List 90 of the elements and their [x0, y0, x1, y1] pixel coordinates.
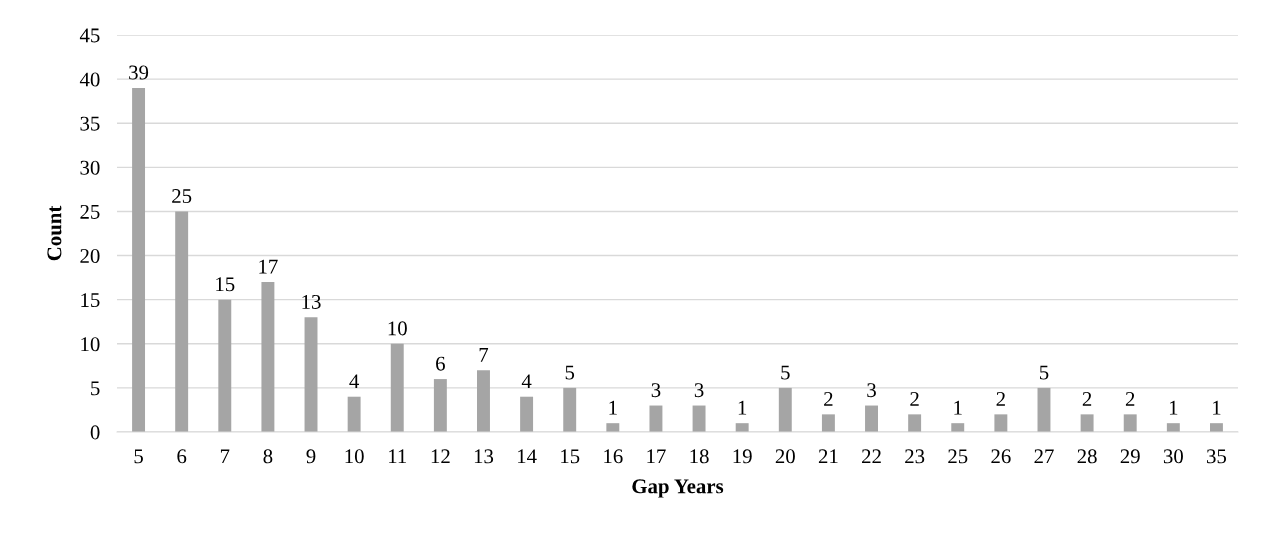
bar — [304, 317, 318, 432]
data-label: 7 — [479, 348, 489, 362]
bar — [1123, 414, 1137, 432]
bar — [433, 379, 447, 432]
data-label: 2 — [910, 391, 919, 406]
x-tick-label: 21 — [818, 449, 838, 464]
bar — [1209, 423, 1223, 432]
bar — [821, 414, 835, 432]
data-label: 1 — [1169, 400, 1178, 415]
data-label: 15 — [216, 277, 235, 292]
x-axis-title: Gap Years — [632, 479, 724, 498]
x-tick-label: 13 — [474, 449, 494, 464]
bar — [735, 423, 749, 432]
x-tick-label: 27 — [1034, 449, 1054, 464]
y-tick-label: 45 — [79, 28, 100, 43]
x-tick-label: 17 — [647, 449, 666, 464]
bar — [563, 387, 577, 432]
bar — [390, 343, 404, 432]
x-tick-label: 10 — [345, 449, 364, 464]
x-tick-label: 28 — [1077, 449, 1097, 464]
x-tick-label: 15 — [561, 449, 580, 464]
x-tick-label: 14 — [518, 449, 537, 464]
data-label: 1 — [609, 400, 617, 415]
data-label: 13 — [302, 294, 321, 309]
data-label: 5 — [781, 365, 790, 380]
bar — [1166, 423, 1180, 432]
x-tick-label: 7 — [220, 449, 230, 464]
data-label: 2 — [824, 391, 833, 406]
x-tick-label: 6 — [177, 449, 187, 464]
x-tick-label: 16 — [604, 449, 623, 464]
bar — [218, 299, 232, 432]
x-tick-label: 23 — [905, 449, 925, 464]
x-tick-label: 20 — [775, 449, 795, 464]
bar — [778, 387, 792, 432]
data-label: 5 — [1039, 365, 1049, 380]
x-tick-label: 11 — [389, 449, 407, 464]
bar — [132, 87, 146, 432]
x-tick-label: 8 — [263, 449, 273, 464]
y-tick-label: 0 — [90, 425, 100, 440]
x-tick-label: 9 — [306, 449, 316, 464]
bar — [1037, 387, 1051, 432]
data-label: 2 — [996, 391, 1005, 406]
bar — [347, 396, 361, 432]
bar — [1080, 414, 1094, 432]
data-label: 3 — [651, 383, 661, 398]
x-tick-label: 5 — [134, 449, 143, 464]
bar — [649, 405, 663, 432]
x-tick-label: 19 — [733, 449, 752, 464]
data-label: 1 — [1213, 400, 1221, 415]
y-tick-label: 15 — [81, 293, 100, 308]
bar — [477, 370, 490, 432]
data-label: 4 — [521, 374, 532, 389]
y-tick-label: 10 — [81, 337, 100, 352]
data-label: 3 — [694, 383, 704, 398]
data-label: 39 — [129, 65, 149, 80]
x-tick-label: 25 — [948, 449, 968, 464]
data-label: 10 — [388, 321, 407, 336]
data-label: 5 — [565, 365, 575, 380]
bar — [692, 405, 706, 432]
y-tick-label: 35 — [80, 116, 100, 131]
data-label: 1 — [954, 400, 962, 415]
bar — [908, 414, 922, 432]
y-tick-label: 20 — [80, 248, 100, 263]
x-tick-label: 30 — [1163, 449, 1183, 464]
x-tick-label: 26 — [991, 449, 1011, 464]
x-tick-label: 35 — [1207, 449, 1227, 464]
bar — [520, 396, 534, 432]
data-label: 6 — [436, 356, 445, 371]
bar — [175, 211, 189, 432]
bar — [865, 405, 878, 432]
x-tick-label: 22 — [862, 449, 881, 464]
data-label: 2 — [1125, 391, 1135, 406]
x-tick-label: 12 — [431, 449, 450, 464]
y-tick-label: 25 — [80, 204, 100, 219]
data-label: 17 — [259, 259, 278, 274]
y-axis-title: Count — [47, 205, 62, 261]
x-tick-label: 29 — [1120, 449, 1140, 464]
bar — [951, 423, 965, 432]
bar — [261, 282, 275, 432]
bar — [994, 414, 1008, 432]
data-label: 25 — [172, 189, 192, 204]
data-label: 3 — [867, 383, 876, 398]
data-label: 1 — [738, 400, 747, 415]
y-tick-label: 40 — [79, 72, 100, 87]
y-tick-label: 5 — [91, 381, 100, 396]
data-label: 4 — [349, 374, 360, 389]
y-tick-label: 30 — [80, 160, 100, 175]
data-label: 2 — [1082, 391, 1092, 406]
bar — [606, 423, 620, 432]
x-tick-label: 18 — [690, 449, 709, 464]
